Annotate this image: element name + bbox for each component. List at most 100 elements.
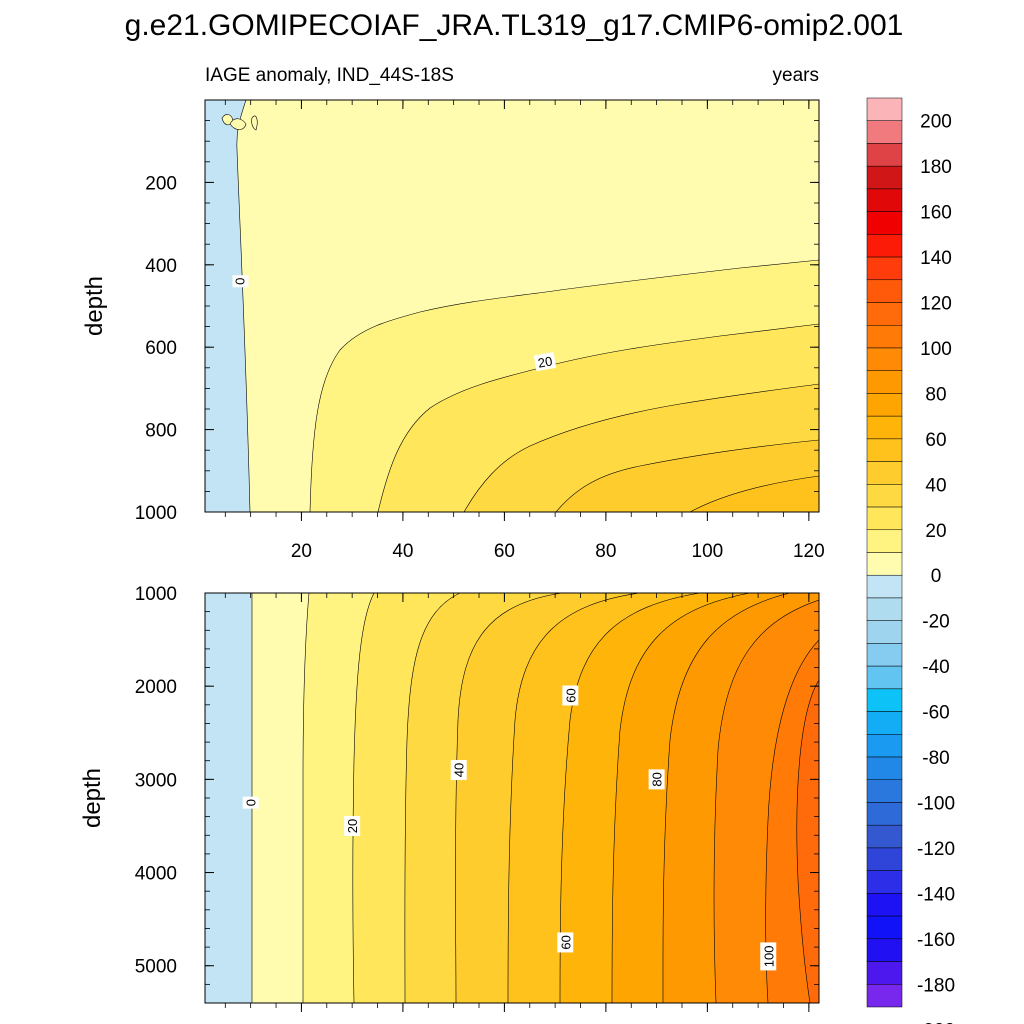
colorbar-label: -160 — [917, 930, 955, 951]
colorbar-swatch — [866, 165, 903, 190]
colorbar-label: -40 — [922, 657, 949, 678]
contour-label-bg — [242, 796, 259, 809]
colorbar: 200180160140120100806040200-20-40-60-80-… — [866, 97, 955, 1024]
x-tick-label: 100 — [692, 541, 724, 562]
upper-panel — [205, 100, 819, 512]
contour-label: 40 — [450, 760, 467, 781]
colorbar-swatch — [866, 779, 903, 803]
contour-label-text: 100 — [761, 946, 776, 968]
colorbar-label: 100 — [920, 339, 952, 360]
colorbar-swatch — [866, 802, 903, 826]
contour-label-text: 40 — [452, 763, 467, 777]
colorbar-swatch — [866, 688, 903, 712]
colorbar-swatch — [866, 438, 903, 462]
contour-label-bg — [648, 769, 665, 790]
colorbar-label: 200 — [920, 112, 952, 133]
colorbar-swatch — [866, 143, 903, 167]
contour-label: 80 — [648, 769, 665, 790]
contour-label: 0 — [232, 275, 249, 288]
chart-subtitle-left: IAGE anomaly, IND_44S-18S — [205, 65, 454, 86]
lower-contour-labels: 0 20 40 60 80 60 100 — [242, 685, 777, 971]
colorbar-swatch — [866, 211, 903, 235]
contour-label-bg — [533, 352, 557, 372]
contour-label-text: 20 — [537, 353, 554, 370]
colorbar-swatch — [866, 415, 903, 440]
colorbar-label: 0 — [931, 566, 942, 587]
x-tick-label: 120 — [793, 541, 825, 562]
colorbar-label: -100 — [917, 793, 955, 814]
contour-label-text: 60 — [563, 688, 578, 702]
colorbar-label: 40 — [925, 475, 946, 496]
colorbar-swatch — [866, 870, 903, 894]
y-tick-label: 800 — [145, 421, 177, 442]
colorbar-swatch — [866, 529, 903, 553]
contour-label: 20 — [533, 352, 557, 372]
upper-contour-labels: 0 20 — [232, 275, 557, 372]
contour-label-text: 20 — [345, 819, 360, 833]
y-tick-label: 4000 — [135, 864, 177, 885]
contour-label-bg — [760, 942, 777, 971]
y-tick-label: 1000 — [135, 584, 177, 605]
lower-y-axis-label: depth — [79, 768, 106, 828]
colorbar-label: 140 — [920, 248, 952, 269]
y-tick-label: 5000 — [135, 957, 177, 978]
chart-subtitle-right: years — [773, 65, 819, 86]
upper-positive-island — [229, 118, 247, 130]
colorbar-swatch — [866, 484, 903, 508]
colorbar-swatch — [866, 256, 903, 281]
contour-label: 100 — [760, 942, 777, 971]
colorbar-label: -200 — [917, 1021, 955, 1024]
colorbar-swatch — [866, 711, 903, 735]
contour-label: 60 — [557, 932, 574, 953]
x-tick-label: 80 — [595, 541, 616, 562]
contour-label-text: 60 — [558, 935, 573, 949]
colorbar-swatch — [866, 302, 903, 326]
colorbar-swatch — [866, 643, 903, 667]
x-tick-label: 40 — [392, 541, 413, 562]
colorbar-swatch — [866, 824, 903, 849]
contour-label-bg — [450, 760, 467, 781]
colorbar-swatch — [866, 279, 903, 303]
contour-label: 60 — [562, 685, 579, 706]
contour-label-bg — [557, 932, 574, 953]
y-tick-label: 1000 — [135, 503, 177, 524]
colorbar-swatch — [866, 120, 903, 144]
colorbar-swatch — [866, 97, 903, 121]
colorbar-label: 120 — [920, 294, 952, 315]
colorbar-swatch — [866, 506, 903, 531]
contour-label-text: 0 — [244, 799, 259, 806]
colorbar-swatch — [866, 756, 903, 781]
colorbar-swatch — [866, 665, 903, 690]
colorbar-label: -20 — [922, 612, 949, 633]
colorbar-label: -120 — [917, 839, 955, 860]
y-tick-label: 600 — [145, 338, 177, 359]
colorbar-swatch — [866, 961, 903, 985]
lower-panel — [205, 593, 819, 1003]
contour-label: 0 — [242, 796, 259, 809]
colorbar-swatch — [866, 893, 903, 917]
colorbar-swatch — [866, 461, 903, 485]
colorbar-swatch — [866, 597, 903, 621]
colorbar-swatch — [866, 938, 903, 962]
colorbar-swatch — [866, 370, 903, 394]
lower-fill-negative — [205, 593, 253, 1003]
contour-label-text: 0 — [233, 278, 248, 285]
colorbar-label: -140 — [917, 884, 955, 905]
colorbar-swatch — [866, 188, 903, 212]
colorbar-label: 20 — [925, 521, 946, 542]
colorbar-swatch — [866, 734, 903, 758]
colorbar-label: 60 — [925, 430, 946, 451]
colorbar-label: -60 — [922, 703, 949, 724]
upper-positive-island — [251, 115, 258, 131]
x-tick-label: 60 — [494, 541, 515, 562]
contour-label-bg — [344, 815, 361, 836]
contour-label-bg — [232, 275, 249, 288]
y-tick-label: 3000 — [135, 770, 177, 791]
colorbar-label: 80 — [925, 384, 946, 405]
contour-label-text: 80 — [650, 772, 665, 786]
colorbar-label: 180 — [920, 157, 952, 178]
colorbar-label: 160 — [920, 203, 952, 224]
